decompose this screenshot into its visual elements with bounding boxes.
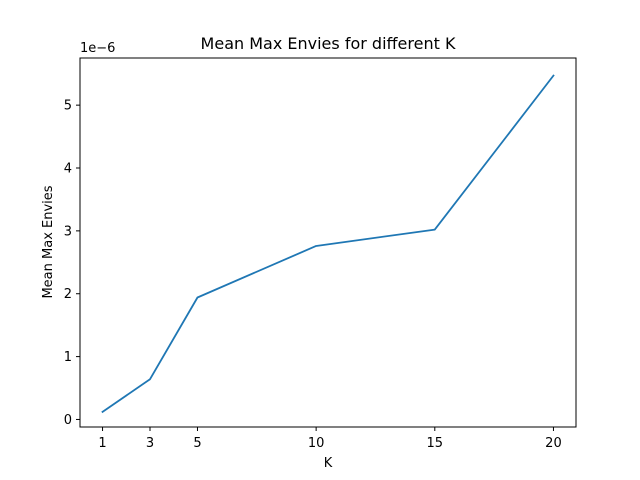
chart-title: Mean Max Envies for different K (201, 34, 456, 53)
series-layer (101, 74, 555, 414)
x-tick-label: 20 (545, 436, 562, 451)
y-tick-label: 2 (64, 287, 72, 302)
y-axis: 0 1 2 3 4 5 (64, 99, 80, 428)
y-tick-label: 5 (64, 99, 72, 114)
y-tick-label: 4 (64, 162, 72, 177)
x-tick-label: 5 (193, 436, 201, 451)
y-axis-offset-label: 1e−6 (80, 41, 115, 56)
y-tick-label: 3 (64, 224, 72, 239)
x-tick-label: 1 (98, 436, 106, 451)
y-tick-label: 0 (64, 413, 72, 428)
x-axis-label: K (324, 456, 333, 471)
y-tick-label: 1 (64, 350, 72, 365)
y-axis-label: Mean Max Envies (41, 185, 56, 298)
x-tick-label: 3 (146, 436, 154, 451)
plot-area: 1 3 5 10 15 20 0 1 2 3 4 5 (64, 57, 577, 451)
axes-frame (79, 57, 577, 428)
x-tick-label: 15 (427, 436, 444, 451)
series-line (101, 74, 555, 414)
x-axis: 1 3 5 10 15 20 (98, 427, 562, 451)
x-tick-label: 10 (308, 436, 325, 451)
